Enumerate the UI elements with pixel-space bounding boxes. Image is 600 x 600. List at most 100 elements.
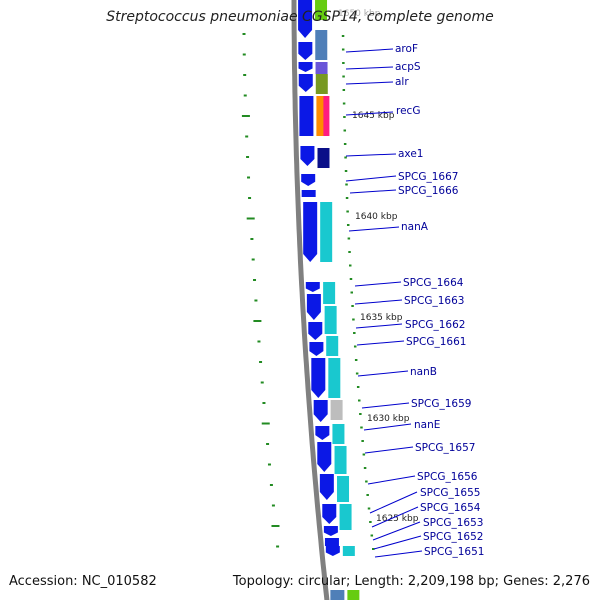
gene-feature: [298, 42, 313, 60]
scale-label: 1625 kbp: [376, 514, 419, 524]
gene-label: axe1: [398, 148, 423, 160]
label-leader-line: [355, 323, 403, 329]
label-leader-line: [345, 48, 394, 53]
gene-feature: [330, 400, 343, 420]
genome-summary-text: Topology: circular; Length: 2,209,198 bp…: [232, 574, 590, 589]
gene-label: nanA: [401, 221, 429, 233]
gene-feature: [301, 174, 316, 186]
gene-label: SPCG_1662: [405, 319, 465, 331]
label-leader-line: [354, 299, 403, 305]
gene-feature: [326, 336, 339, 356]
gene-feature: [324, 306, 337, 334]
scale-label: 1645 kbp: [352, 111, 395, 121]
gene-label: SPCG_1664: [403, 277, 464, 289]
label-leader-line: [349, 189, 397, 194]
gene-label: SPCG_1654: [420, 502, 481, 514]
gene-feature: [298, 0, 313, 38]
label-leader-line: [345, 66, 394, 70]
gene-feature: [309, 342, 324, 356]
scale-label: 1635 kbp: [360, 313, 403, 323]
gene-label: SPCG_1651: [424, 546, 484, 558]
gene-feature: [323, 282, 336, 304]
gene-label: SPCG_1655: [420, 487, 480, 499]
gene-feature: [298, 74, 313, 92]
backbone-line: [291, 0, 330, 600]
gene-feature: [311, 358, 326, 398]
label-leader-line: [354, 281, 402, 287]
label-leader-line: [345, 111, 394, 116]
gene-feature: [330, 590, 345, 600]
scale-label: 1640 kbp: [355, 212, 398, 222]
gene-feature: [332, 424, 345, 444]
gene-label: nanE: [414, 419, 440, 431]
gene-feature: [301, 190, 316, 197]
gene-label: nanB: [410, 366, 437, 378]
gene-feature: [298, 62, 313, 72]
label-leader-line: [367, 475, 416, 485]
gene-feature: [342, 546, 355, 556]
gene-feature: [305, 282, 320, 292]
label-leader-line: [364, 446, 414, 454]
gene-feature: [322, 504, 337, 524]
gene-label: aroF: [395, 43, 418, 55]
gene-feature: [308, 322, 323, 340]
gene-label: recG: [396, 105, 420, 117]
gene-feature: [325, 546, 340, 556]
gene-feature: [324, 538, 339, 546]
gene-feature: [315, 74, 328, 94]
gene-feature: [317, 442, 332, 472]
genome-title: Streptococcus pneumoniae CGSP14, complet…: [106, 9, 494, 25]
gene-label: SPCG_1667: [398, 171, 458, 183]
gene-feature: [315, 62, 328, 74]
label-leader-line: [345, 81, 394, 85]
accession-text: Accession: NC_010582: [9, 574, 157, 589]
gene-feature: [315, 426, 330, 440]
gene-feature: [313, 400, 328, 422]
tick-marks: [241, 33, 375, 550]
gene-feature: [299, 96, 314, 136]
gene-label: SPCG_1657: [415, 442, 475, 454]
label-leader-line: [345, 175, 397, 182]
gene-feature: [306, 294, 321, 320]
label-leader-line: [348, 226, 400, 232]
gene-feature: [315, 0, 328, 20]
label-leader-line: [363, 423, 412, 431]
gene-feature: [337, 476, 350, 502]
label-leader-line: [372, 521, 421, 541]
gene-feature: [317, 148, 330, 168]
gene-labels: aroF acpS alr recG axe1 SPCG_1667 SPCG_1666nan…: [345, 43, 484, 558]
label-leader-line: [356, 340, 405, 346]
gene-label: SPCG_1656: [417, 471, 478, 483]
gene-feature: [323, 526, 338, 536]
scale-label: 1630 kbp: [367, 414, 410, 424]
backbone: [291, 0, 330, 600]
label-leader-line: [361, 402, 410, 409]
label-leader-line: [357, 370, 409, 377]
gene-feature: [328, 358, 341, 398]
gene-label: SPCG_1653: [423, 517, 483, 529]
gene-label: SPCG_1663: [404, 295, 464, 307]
gene-feature: [347, 590, 360, 600]
scale-label: 1650 kbp: [338, 9, 381, 19]
gene-feature: [315, 30, 328, 60]
gene-feature: [334, 446, 347, 474]
label-leader-line: [374, 550, 423, 558]
gene-label: SPCG_1652: [423, 531, 483, 543]
gene-feature: [303, 202, 318, 262]
gene-feature: [320, 202, 333, 262]
gene-label: alr: [395, 76, 409, 88]
gene-feature: [339, 504, 352, 530]
gene-label: SPCG_1661: [406, 336, 466, 348]
gene-label: SPCG_1659: [411, 398, 471, 410]
label-leader-line: [373, 535, 422, 550]
label-leader-line: [345, 153, 397, 157]
scale-labels: 1650 kbp 1645 kbp 1640 kbp 1635 kbp 1630 kbp…: [338, 9, 419, 524]
gene-feature: [300, 146, 315, 166]
label-leader-line: [371, 506, 419, 528]
label-leader-line: [369, 491, 418, 514]
gene-label: acpS: [395, 61, 421, 73]
gene-features: [298, 0, 360, 600]
gene-label: SPCG_1666: [398, 185, 459, 197]
gene-feature: [319, 474, 334, 500]
